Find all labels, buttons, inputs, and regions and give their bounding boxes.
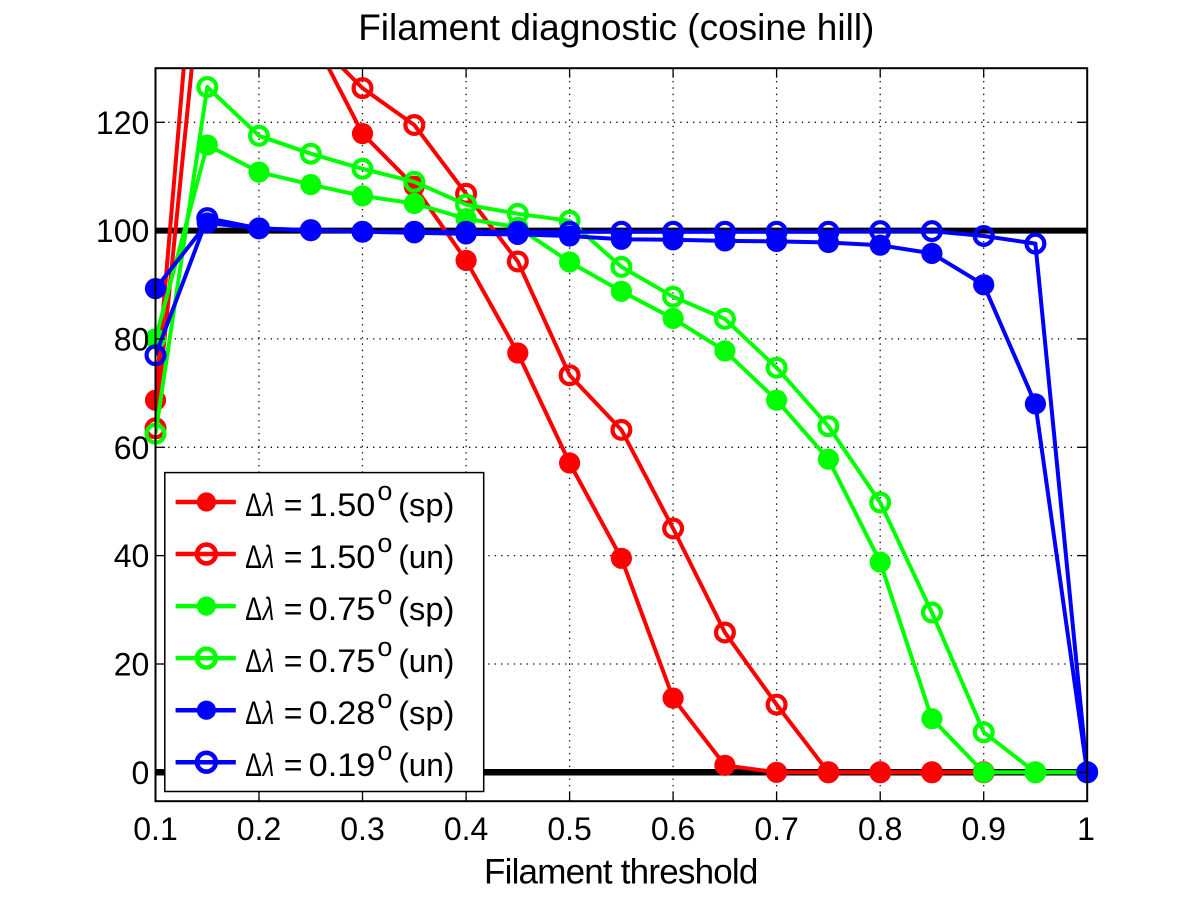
svg-text:(sp): (sp) [398, 487, 454, 523]
svg-text:=: = [284, 695, 303, 731]
svg-text:λ: λ [261, 539, 274, 575]
svg-text:λ: λ [261, 591, 274, 627]
svg-text:60: 60 [114, 430, 150, 466]
svg-text:1.50: 1.50 [309, 539, 376, 575]
svg-text:λ: λ [261, 747, 274, 783]
svg-text:0.7: 0.7 [754, 811, 798, 847]
svg-text:Δ: Δ [245, 643, 262, 679]
svg-text:Filament diagnostic (cosine hi: Filament diagnostic (cosine hill) [358, 7, 874, 48]
svg-text:=: = [284, 643, 303, 679]
svg-text:0.4: 0.4 [444, 811, 488, 847]
svg-text:=: = [284, 539, 303, 575]
svg-text:0.28: 0.28 [309, 695, 376, 731]
svg-text:=: = [284, 747, 303, 783]
svg-text:20: 20 [114, 647, 150, 683]
svg-text:0.5: 0.5 [547, 811, 591, 847]
svg-text:0.9: 0.9 [961, 811, 1005, 847]
svg-text:Δ: Δ [245, 695, 262, 731]
svg-text:80: 80 [114, 321, 150, 357]
svg-text:0.1: 0.1 [133, 811, 177, 847]
svg-text:Δ: Δ [245, 539, 262, 575]
svg-text:o: o [377, 684, 392, 714]
svg-text:o: o [377, 580, 392, 610]
svg-text:1.50: 1.50 [309, 487, 376, 523]
svg-text:Δ: Δ [245, 591, 262, 627]
svg-text:λ: λ [261, 487, 274, 523]
svg-text:0.8: 0.8 [858, 811, 902, 847]
svg-text:0.6: 0.6 [651, 811, 695, 847]
svg-text:Δ: Δ [245, 747, 262, 783]
svg-text:0.19: 0.19 [309, 747, 376, 783]
svg-text:100: 100 [96, 213, 149, 249]
svg-text:=: = [284, 591, 303, 627]
svg-text:(un): (un) [398, 539, 454, 575]
svg-text:Δ: Δ [245, 487, 262, 523]
svg-text:0.3: 0.3 [340, 811, 384, 847]
svg-text:0.75: 0.75 [309, 591, 376, 627]
svg-text:40: 40 [114, 538, 150, 574]
svg-text:(un): (un) [398, 747, 454, 783]
svg-text:Filament threshold: Filament threshold [484, 853, 758, 892]
svg-text:o: o [377, 528, 392, 558]
svg-text:(sp): (sp) [398, 591, 454, 627]
svg-text:(sp): (sp) [398, 695, 454, 731]
svg-text:(un): (un) [398, 643, 454, 679]
svg-text:1: 1 [1077, 811, 1095, 847]
svg-text:λ: λ [261, 695, 274, 731]
svg-text:0: 0 [132, 755, 150, 791]
svg-text:=: = [284, 487, 303, 523]
svg-text:120: 120 [96, 105, 149, 141]
svg-text:0.2: 0.2 [237, 811, 281, 847]
svg-text:o: o [377, 632, 392, 662]
svg-text:0.75: 0.75 [309, 643, 376, 679]
svg-text:o: o [377, 476, 392, 506]
svg-text:λ: λ [261, 643, 274, 679]
svg-text:o: o [377, 736, 392, 766]
